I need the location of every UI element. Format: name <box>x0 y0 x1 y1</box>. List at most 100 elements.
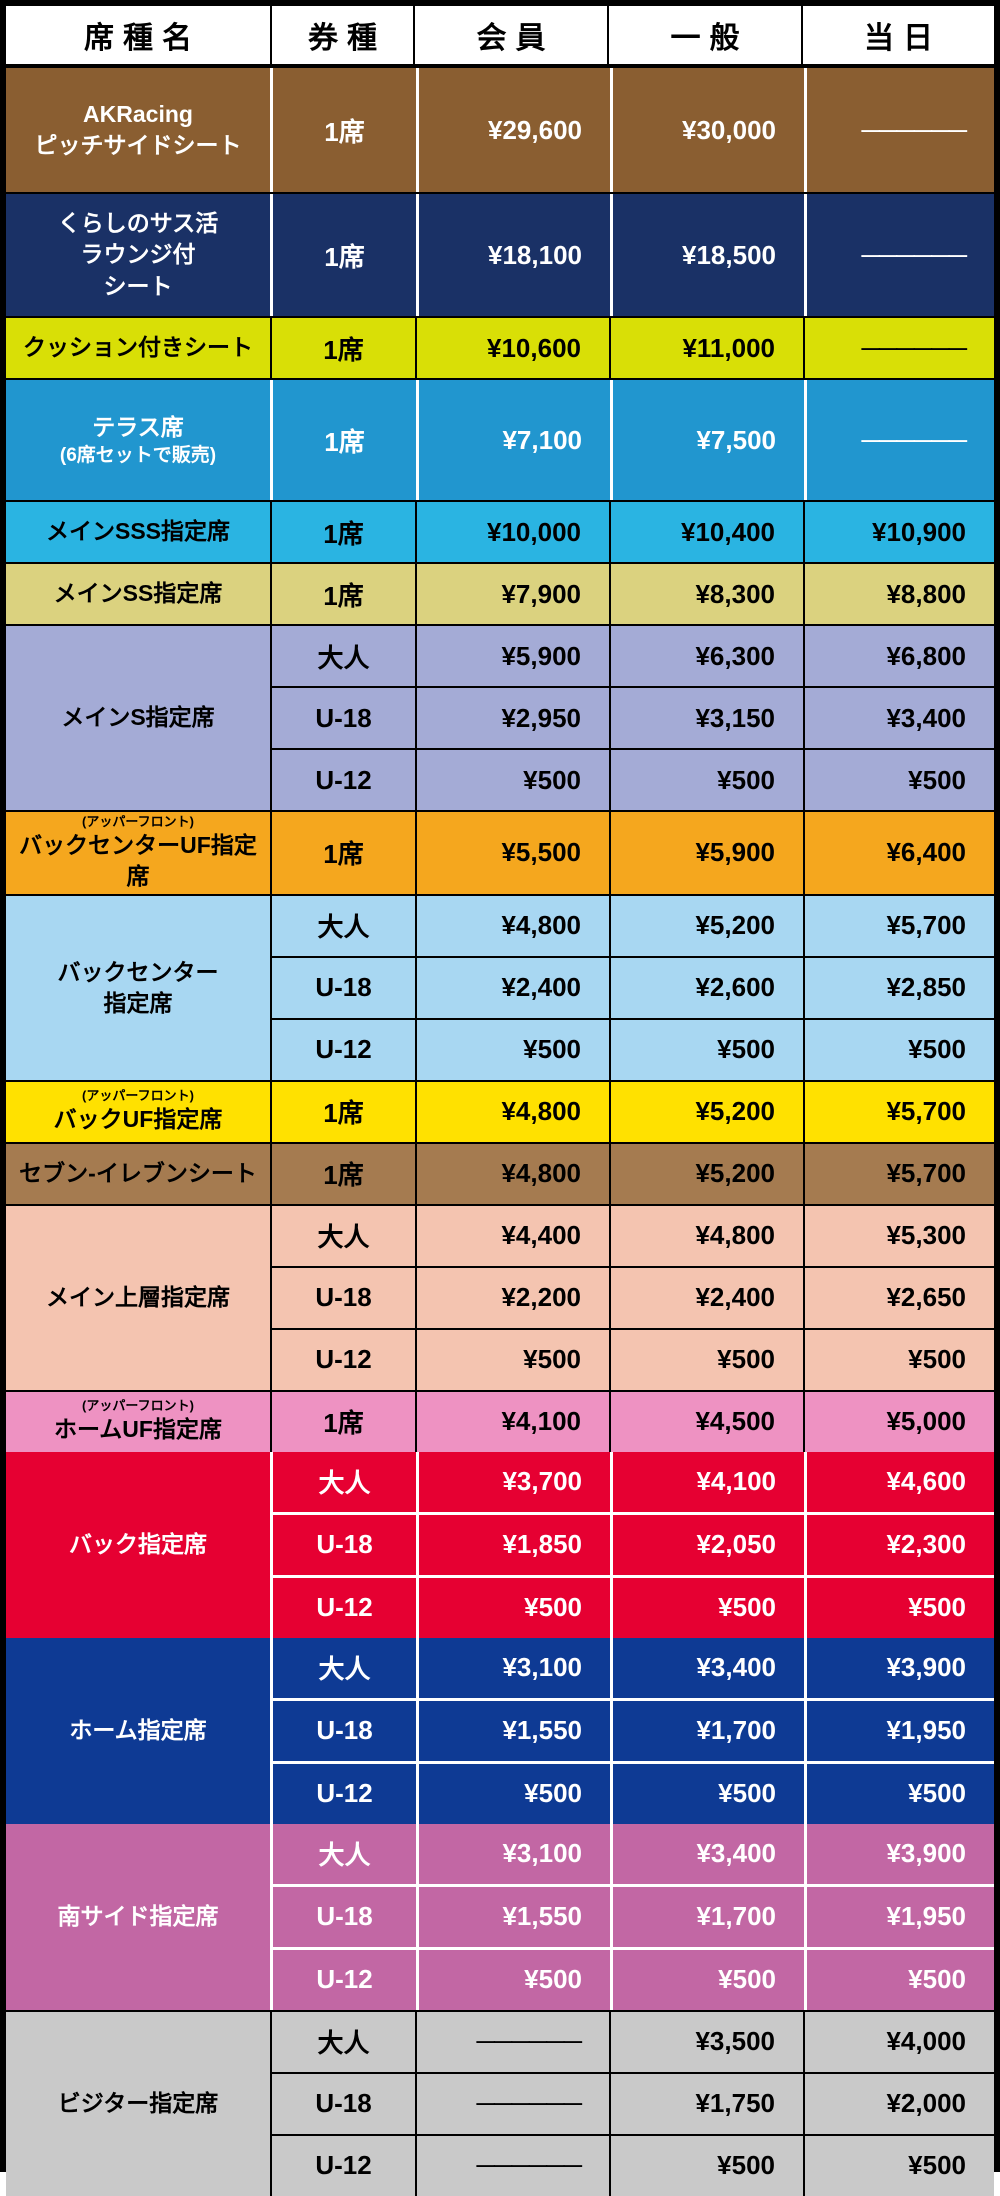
member-price-cell: ¥1,550 <box>416 1700 610 1761</box>
sameday-price-cell: ¥5,700 <box>803 895 994 956</box>
member-price-cell: ¥500 <box>416 1949 610 2010</box>
general-price-cell: ¥500 <box>609 1019 803 1080</box>
general-price-cell: ¥500 <box>609 1329 803 1390</box>
price-rows: 1席 ¥4,100 ¥4,500 ¥5,000 <box>270 1391 994 1452</box>
seat-name-cell: バックセンター 指定席 <box>6 896 270 1080</box>
price-row: 大人 ¥3,700 ¥4,100 ¥4,600 <box>273 1451 994 1512</box>
general-price-cell: ¥10,400 <box>609 502 803 562</box>
seat-name-cell: (アッパーフロント) バックセンターUF指定席 <box>6 812 270 894</box>
ticket-type-cell: U-12 <box>316 1964 373 1995</box>
member-price-cell: ────── <box>415 2073 609 2134</box>
price-row: 1席 ¥10,000 ¥10,400 ¥10,900 <box>272 502 994 562</box>
sameday-price-cell: ¥5,300 <box>803 1205 994 1266</box>
ticket-type-cell: 1席 <box>323 839 364 870</box>
ticket-type-cell: U-18 <box>316 1529 373 1560</box>
ticket-type-cell: 大人 <box>317 2028 370 2059</box>
price-row: 1席 ¥7,900 ¥8,300 ¥8,800 <box>272 564 994 624</box>
general-price-cell: ¥1,750 <box>609 2073 803 2134</box>
ticket-type-cell: 1席 <box>324 116 365 147</box>
member-price-cell: ¥4,800 <box>415 895 609 956</box>
price-rows: 大人 ¥4,800 ¥5,200 ¥5,700 U-18 ¥2,400 ¥2,600 ¥2,8… <box>270 895 994 1080</box>
ticket-type-cell: U-18 <box>315 2088 372 2119</box>
member-price-cell: ¥29,600 <box>416 68 610 192</box>
price-row: 1席 ¥5,500 ¥5,900 ¥6,400 <box>272 812 994 894</box>
ticket-type-cell: 1席 <box>324 241 365 272</box>
seat-name-cell: (アッパーフロント) バックUF指定席 <box>6 1082 270 1142</box>
price-rows: 大人 ¥4,400 ¥4,800 ¥5,300 U-18 ¥2,200 ¥2,400 ¥2,6… <box>270 1205 994 1390</box>
general-price-cell: ¥4,100 <box>610 1451 804 1512</box>
sameday-price-cell: ¥1,950 <box>804 1700 994 1761</box>
general-price-cell: ¥5,900 <box>609 812 803 894</box>
ticket-type-cell: U-12 <box>315 764 372 795</box>
general-price-cell: ¥3,400 <box>610 1637 804 1698</box>
member-price-cell: ¥1,850 <box>416 1514 610 1575</box>
price-row: 1席 ¥4,100 ¥4,500 ¥5,000 <box>272 1391 994 1452</box>
ticket-type-cell: U-18 <box>316 1901 373 1932</box>
seat-name-line: (6席セットで販売) <box>59 444 217 466</box>
ticket-type-cell: 1席 <box>323 334 364 365</box>
price-row: U-12 ¥500 ¥500 ¥500 <box>272 1017 994 1080</box>
sameday-price-cell: ¥500 <box>804 1763 994 1824</box>
sameday-price-cell: ────── <box>804 380 994 500</box>
price-row: U-18 ¥2,200 ¥2,400 ¥2,650 <box>272 1265 994 1328</box>
member-price-cell: ¥2,400 <box>415 957 609 1018</box>
header-member-price: 会員 <box>413 6 607 64</box>
ticket-type-cell: U-12 <box>315 1344 372 1375</box>
member-price-cell: ¥4,100 <box>415 1391 609 1452</box>
member-price-cell: ¥4,400 <box>415 1205 609 1266</box>
member-price-cell: ¥500 <box>415 1019 609 1080</box>
general-price-cell: ¥500 <box>610 1577 804 1638</box>
price-row: 1席 ¥10,600 ¥11,000 ────── <box>272 318 994 378</box>
seat-name-line: ビジター指定席 <box>57 2090 219 2117</box>
price-rows: 1席 ¥18,100 ¥18,500 ────── <box>270 194 994 316</box>
seat-name-line: ラウンジ付 <box>80 241 196 268</box>
member-price-cell: ¥500 <box>416 1577 610 1638</box>
seat-name-line: ホーム指定席 <box>69 1717 207 1744</box>
ticket-type-cell: 大人 <box>318 1840 371 1871</box>
sameday-price-cell: ¥2,650 <box>803 1267 994 1328</box>
seat-name-line: ピッチサイドシート <box>34 132 242 158</box>
seat-name-cell: クッション付きシート <box>6 318 270 378</box>
general-price-cell: ¥1,700 <box>610 1886 804 1947</box>
price-row: 大人 ¥3,100 ¥3,400 ¥3,900 <box>273 1637 994 1698</box>
member-price-cell: ¥7,100 <box>416 380 610 500</box>
price-row: U-12 ¥500 ¥500 ¥500 <box>273 1946 994 2010</box>
general-price-cell: ¥3,400 <box>610 1823 804 1884</box>
seat-name-cell: メイン上層指定席 <box>6 1206 270 1390</box>
price-row: U-18 ¥1,850 ¥2,050 ¥2,300 <box>273 1511 994 1575</box>
member-price-cell: ¥3,700 <box>416 1451 610 1512</box>
general-price-cell: ¥500 <box>610 1949 804 2010</box>
seat-name-cell: ホーム指定席 <box>6 1638 270 1824</box>
seat-name-line: 指定席 <box>103 989 173 1016</box>
seat-name-line: 南サイド指定席 <box>57 1903 219 1930</box>
seat-section: (アッパーフロント) バックセンターUF指定席 1席 ¥5,500 ¥5,900 ¥6,4… <box>6 810 994 894</box>
price-row: 1席 ¥18,100 ¥18,500 ────── <box>273 194 994 316</box>
general-price-cell: ¥2,050 <box>610 1514 804 1575</box>
header-ticket-type: 券種 <box>270 6 413 64</box>
seat-name-cell: メインS指定席 <box>6 626 270 810</box>
price-rows: 1席 ¥4,800 ¥5,200 ¥5,700 <box>270 1143 994 1204</box>
seat-name-line: くらしのサス活 <box>57 210 219 237</box>
ticket-type-cell: U-12 <box>315 1034 372 1065</box>
member-price-cell: ¥2,950 <box>415 688 609 748</box>
seat-name-cell: メインSS指定席 <box>6 564 270 624</box>
sameday-price-cell: ¥3,400 <box>803 688 994 748</box>
general-price-cell: ¥500 <box>609 750 803 810</box>
sameday-price-cell: ¥500 <box>803 750 994 810</box>
ticket-type-cell: 大人 <box>317 912 370 943</box>
sameday-price-cell: ────── <box>804 194 994 316</box>
general-price-cell: ¥500 <box>610 1763 804 1824</box>
sameday-price-cell: ¥500 <box>803 1329 994 1390</box>
member-price-cell: ────── <box>415 2011 609 2072</box>
sameday-price-cell: ────── <box>804 68 994 192</box>
price-rows: 1席 ¥10,000 ¥10,400 ¥10,900 <box>270 502 994 562</box>
seat-name-cell: ビジター指定席 <box>6 2012 270 2196</box>
general-price-cell: ¥4,500 <box>609 1391 803 1452</box>
general-price-cell: ¥8,300 <box>609 564 803 624</box>
general-price-cell: ¥5,200 <box>609 895 803 956</box>
seat-section: メインSS指定席 1席 ¥7,900 ¥8,300 ¥8,800 <box>6 562 994 624</box>
table-body: AKRacing ピッチサイドシート 1席 ¥29,600 ¥30,000 ────── く… <box>6 68 994 2196</box>
ticket-type-cell: U-12 <box>316 1778 373 1809</box>
member-price-cell: ¥500 <box>416 1763 610 1824</box>
